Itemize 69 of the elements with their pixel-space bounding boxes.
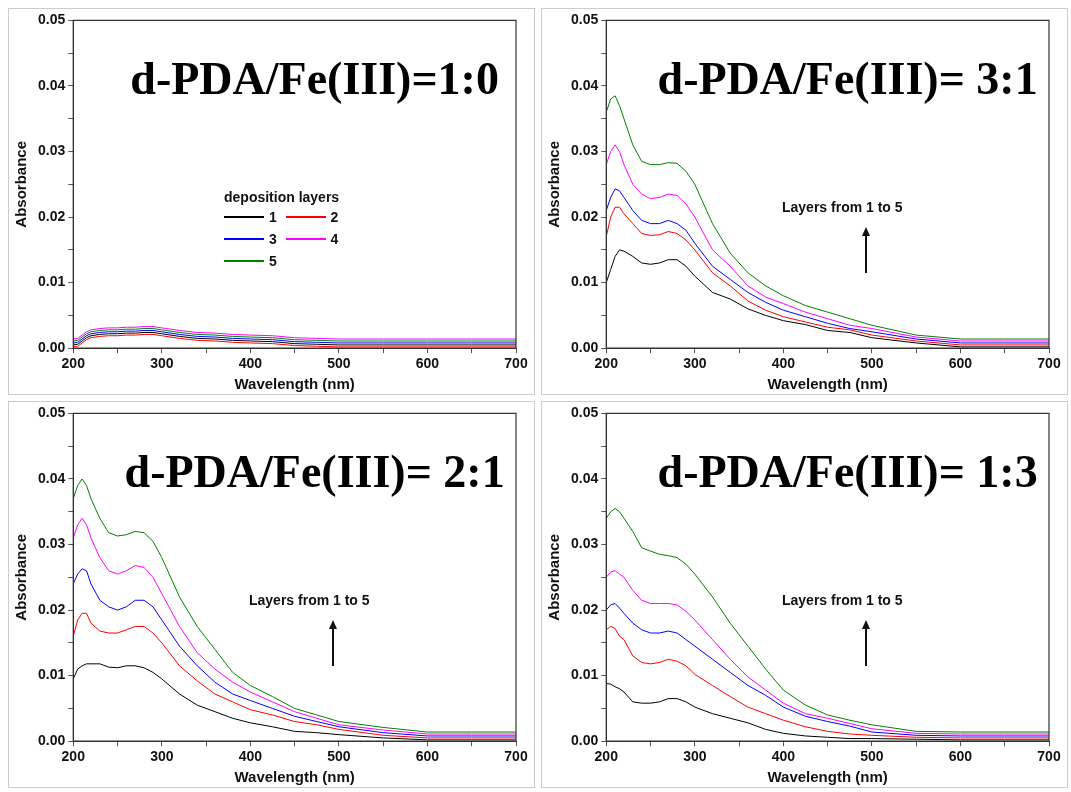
x-tick-label: 700 [1037,355,1061,372]
x-tick-label: 500 [327,355,351,372]
y-axis-title: Absorbance [545,533,563,621]
y-tick-label: 0.01 [38,273,66,290]
y-tick-label: 0.02 [38,207,66,224]
y-tick-label: 0.02 [571,600,599,617]
x-tick-label: 500 [860,355,884,372]
x-tick-label: 600 [415,355,440,372]
x-tick-label: 200 [61,748,86,765]
y-tick-label: 0.02 [38,600,66,617]
annotation: Layers from 1 to 5 [782,592,903,608]
y-tick-label: 0.00 [38,732,66,749]
legend-label: 2 [330,209,339,225]
y-tick-label: 0.03 [571,535,599,552]
annotation: Layers from 1 to 5 [782,199,903,215]
y-axis-title: Absorbance [12,533,30,621]
y-tick-label: 0.05 [38,404,66,421]
y-tick-label: 0.05 [571,11,599,28]
y-tick-label: 0.05 [571,404,599,421]
legend-label: 1 [269,209,277,225]
x-tick-label: 300 [683,355,707,372]
text: d-PDA/Fe(III)= 1:3 [657,446,1038,498]
text: d-PDA/Fe(III)=1:0 [130,53,499,105]
x-axis-title: Wavelength (nm) [234,768,355,786]
x-tick-label: 300 [150,355,174,372]
y-tick-label: 0.04 [571,469,599,486]
y-tick-label: 0.03 [38,142,66,159]
y-tick-label: 0.05 [38,11,66,28]
x-tick-label: 300 [683,748,707,765]
x-tick-label: 500 [860,748,884,765]
y-tick-label: 0.04 [571,76,599,93]
x-axis-title: Wavelength (nm) [234,375,355,393]
x-tick-label: 200 [594,748,619,765]
y-axis-title: Absorbance [545,140,563,228]
y-tick-label: 0.04 [38,469,66,486]
x-tick-label: 200 [594,355,619,372]
legend-title: deposition layers [224,189,340,205]
x-tick-label: 400 [771,355,796,372]
y-tick-label: 0.03 [571,142,599,159]
y-tick-label: 0.01 [38,666,66,683]
x-tick-label: 400 [238,355,263,372]
x-tick-label: 600 [948,355,973,372]
x-tick-label: 400 [238,748,263,765]
y-tick-label: 0.00 [38,339,66,356]
y-tick-label: 0.00 [571,339,599,356]
x-axis-title: Wavelength (nm) [767,375,888,393]
y-tick-label: 0.02 [571,207,599,224]
y-axis-title: Absorbance [12,140,30,228]
x-tick-label: 200 [61,355,86,372]
x-tick-label: 300 [150,748,174,765]
text: d-PDA/Fe(III)= 3:1 [657,53,1038,105]
y-tick-label: 0.04 [38,76,66,93]
x-tick-label: 600 [948,748,973,765]
x-tick-label: 500 [327,748,351,765]
y-tick-label: 0.00 [571,732,599,749]
x-tick-label: 600 [415,748,440,765]
x-axis-title: Wavelength (nm) [767,768,888,786]
y-tick-label: 0.03 [38,535,66,552]
y-tick-label: 0.01 [571,666,599,683]
y-tick-label: 0.01 [571,273,599,290]
legend-label: 3 [269,231,277,247]
text: d-PDA/Fe(III)= 2:1 [124,446,505,498]
x-tick-label: 700 [504,355,528,372]
x-tick-label: 700 [504,748,528,765]
annotation: Layers from 1 to 5 [249,592,370,608]
x-tick-label: 400 [771,748,796,765]
legend-label: 5 [269,253,277,269]
x-tick-label: 700 [1037,748,1061,765]
legend-label: 4 [330,231,339,247]
